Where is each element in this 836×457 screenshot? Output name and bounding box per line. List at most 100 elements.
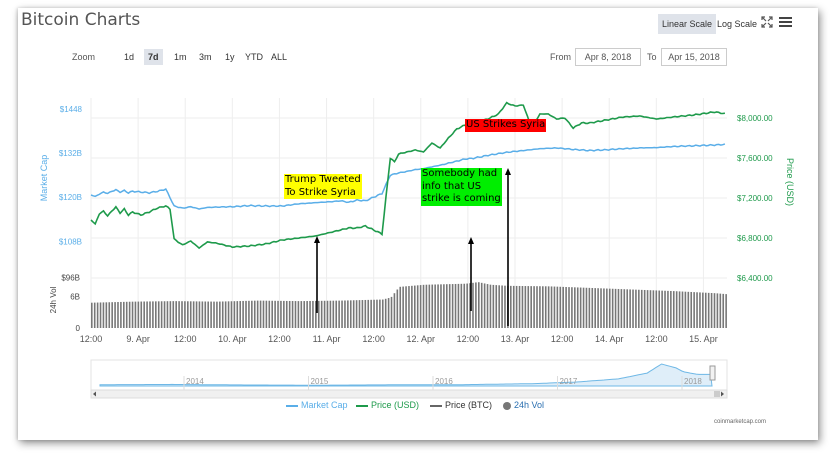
log-scale-button[interactable]: Log Scale: [717, 19, 758, 29]
legend-line-icon: [286, 404, 298, 407]
volume-bar: [102, 302, 105, 328]
volume-bar: [166, 301, 169, 328]
volume-bar: [480, 282, 483, 328]
volume-bar: [239, 301, 241, 328]
zoom-all-button[interactable]: ALL: [271, 52, 288, 62]
zoom-3m-button[interactable]: 3m: [199, 52, 212, 62]
volume-bar: [370, 299, 372, 328]
volume-bar: [696, 292, 698, 328]
volume-bar: [707, 292, 710, 328]
annotation-line: Trump Tweeted: [285, 174, 361, 185]
volume-bar: [594, 288, 596, 328]
volume-bar: [117, 302, 119, 328]
legend-item[interactable]: 24h Vol: [503, 400, 544, 410]
volume-bar: [265, 300, 268, 328]
volume-bar: [524, 286, 527, 328]
y-volume-tick-label: $96B: [61, 273, 80, 282]
menu-icon[interactable]: [779, 16, 792, 28]
volume-bar: [108, 302, 111, 328]
volume-bar: [341, 300, 343, 328]
volume-bar: [588, 287, 591, 328]
legend-item[interactable]: Price (BTC): [430, 400, 492, 410]
legend-label: Price (USD): [371, 400, 420, 410]
volume-bar: [576, 287, 579, 328]
legend-item[interactable]: Market Cap: [286, 400, 348, 410]
zoom-ytd-button[interactable]: YTD: [245, 52, 263, 62]
y-right-axis-title: Price (USD): [785, 158, 795, 206]
volume-bar: [655, 290, 658, 328]
credit: coinmarketcap.com: [714, 419, 767, 425]
volume-bar: [259, 300, 262, 328]
volume-bar: [120, 301, 122, 328]
navigator-year-label: 2018: [684, 377, 702, 386]
volume-bar: [649, 290, 652, 328]
volume-bar: [556, 286, 559, 328]
volume-bar: [498, 285, 500, 328]
volume-bar: [652, 290, 655, 328]
to-label: To: [647, 52, 657, 62]
volume-bar: [300, 301, 303, 328]
x-tick-label: 11. Apr: [313, 334, 341, 344]
volume-bar: [146, 301, 148, 328]
volume-bar: [565, 286, 567, 328]
volume-bar: [390, 296, 393, 328]
x-tick-label: 12:00: [551, 334, 574, 344]
volume-bar: [475, 282, 477, 328]
scroll-right-icon: [721, 391, 724, 397]
volume-bar: [207, 301, 209, 328]
volume-bar: [489, 284, 492, 328]
volume-bar: [539, 286, 541, 328]
volume-bar: [262, 300, 265, 328]
x-tick-label: 12:00: [174, 334, 197, 344]
navigator-handle: [709, 365, 716, 381]
zoom-1d-button[interactable]: 1d: [124, 52, 135, 62]
navigator-series: [99, 363, 713, 387]
volume-bar: [315, 300, 317, 328]
volume-bar: [416, 285, 419, 328]
legend-label: 24h Vol: [514, 400, 545, 410]
volume-bar: [364, 299, 367, 328]
volume-bar: [288, 300, 291, 328]
volume-bar: [431, 284, 434, 328]
volume-bar: [591, 287, 594, 328]
from-date-input[interactable]: Apr 8, 2018: [575, 48, 641, 66]
volume-bar: [553, 286, 556, 328]
volume-bar: [675, 291, 678, 328]
volume-bar: [169, 301, 172, 328]
volume-bar: [687, 291, 690, 328]
zoom-1y-button[interactable]: 1y: [225, 52, 235, 62]
legend-item[interactable]: Price (USD): [356, 400, 419, 410]
volume-bar: [317, 300, 320, 328]
volume-bar: [626, 289, 629, 328]
annotation-somebody-had-info: Somebody had info that US strike is comi…: [421, 168, 502, 206]
volume-bar: [227, 301, 230, 328]
volume-bar: [478, 282, 480, 328]
volume-bar: [271, 300, 274, 328]
volume-bar: [155, 301, 157, 328]
volume-bar: [198, 301, 201, 328]
to-date-input[interactable]: Apr 15, 2018: [661, 48, 727, 66]
volume-bar: [518, 285, 521, 328]
volume-bar: [408, 286, 410, 328]
volume-bar: [640, 289, 643, 328]
volume-bar: [547, 286, 550, 328]
volume-bar: [440, 284, 442, 328]
volume-bar: [603, 288, 605, 328]
volume-bar: [684, 291, 687, 328]
volume-bar: [515, 285, 518, 328]
linear-scale-button[interactable]: Linear Scale: [658, 14, 717, 34]
volume-bar: [428, 284, 431, 328]
zoom-1m-button[interactable]: 1m: [174, 52, 187, 62]
volume-bar: [667, 290, 669, 328]
volume-bar: [326, 300, 329, 328]
volume-bar: [187, 301, 189, 328]
zoom-7d-button[interactable]: 7d: [144, 49, 163, 65]
volume-bar: [283, 300, 285, 328]
volume-bar: [184, 301, 186, 328]
market-cap-line: [90, 143, 726, 210]
volume-bar: [702, 292, 704, 328]
fullscreen-icon[interactable]: [761, 16, 773, 28]
x-tick-label: 13. Apr: [501, 334, 530, 344]
volume-bar: [597, 288, 599, 328]
